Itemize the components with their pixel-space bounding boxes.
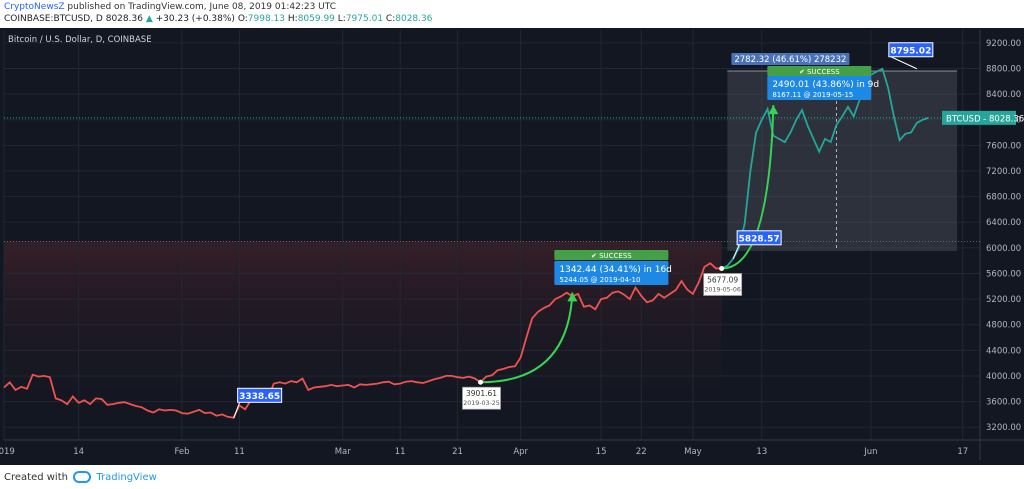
price-change: +30.23 (+0.38%) bbox=[155, 14, 235, 24]
x-tick-label: 11 bbox=[234, 447, 245, 457]
move1-label-box bbox=[554, 261, 669, 285]
symbol-name: COINBASE:BTCUSD, D bbox=[4, 14, 103, 24]
high-label: H: bbox=[287, 14, 298, 24]
y-tick-label: 5600.00 bbox=[986, 269, 1021, 279]
y-tick-label: 3200.00 bbox=[986, 423, 1021, 433]
tradingview-brand[interactable]: TradingView bbox=[96, 472, 157, 483]
success2-box bbox=[767, 66, 872, 76]
start1-label-dot bbox=[478, 379, 484, 385]
start2-label-date: 2019-05-06 bbox=[704, 286, 741, 293]
low-value: 7975.01 bbox=[345, 14, 384, 24]
measure-range-box bbox=[727, 71, 958, 252]
move2-label-box bbox=[767, 76, 872, 100]
x-tick-label: 2019 bbox=[0, 447, 15, 457]
y-tick-label: 6000.00 bbox=[986, 244, 1021, 254]
y-tick-label: 4800.00 bbox=[986, 321, 1021, 331]
y-tick-label: 6400.00 bbox=[986, 218, 1021, 228]
peak-marker-box bbox=[888, 42, 934, 58]
price-tag-sep: - bbox=[983, 114, 986, 124]
high-value: 8059.99 bbox=[297, 14, 335, 24]
move1-label-line2: 5244.05 @ 2019-04-10 bbox=[559, 276, 640, 284]
breakout-marker-box bbox=[736, 230, 782, 246]
move2-arrow-head bbox=[768, 105, 779, 115]
move1-label-line1: 1342.44 (34.41%) in 16d bbox=[559, 265, 672, 275]
chart-area[interactable]: 3200.00 3600.00 4000.00 4400.00 4800.00 5200.… bbox=[0, 28, 1024, 465]
publish-text: published on TradingView.com, June 08, 2… bbox=[67, 2, 337, 12]
start1-label-price: 3901.61 bbox=[466, 389, 497, 398]
low-marker-text: 3338.65 bbox=[239, 392, 280, 402]
low-marker-box bbox=[237, 387, 283, 403]
move2-label-line2: 8167.11 @ 2019-05-15 bbox=[772, 91, 853, 99]
y-tick-label: 5200.00 bbox=[986, 295, 1021, 305]
start2-label-dot bbox=[719, 265, 725, 271]
x-tick-label: 14 bbox=[73, 447, 84, 457]
peak-marker-pointer bbox=[890, 56, 918, 70]
breakout-marker-pointer bbox=[732, 244, 740, 259]
close-label: C: bbox=[385, 14, 396, 24]
x-tick-label: 13 bbox=[756, 447, 767, 457]
success1-text: ✔ SUCCESS bbox=[591, 252, 632, 260]
publish-info: CryptoNewsZ published on TradingView.com… bbox=[4, 2, 336, 12]
footer: Created with TradingView bbox=[4, 471, 157, 483]
price-tag-symbol: BTCUSD bbox=[946, 114, 981, 124]
chart-title: Bitcoin / U.S. Dollar, D, COINBASE bbox=[8, 35, 152, 45]
x-tick-label: 17 bbox=[957, 447, 968, 457]
range-label-text: 2782.32 (46.61%) 278232 bbox=[734, 55, 846, 65]
author-link[interactable]: CryptoNewsZ bbox=[4, 2, 65, 12]
y-tick-label: 9200.00 bbox=[986, 39, 1021, 49]
open-label: O: bbox=[237, 14, 248, 24]
close-value: 8028.36 bbox=[395, 14, 433, 24]
move2-label-line1: 2490.01 (43.86%) in 9d bbox=[772, 80, 879, 90]
move1-arrow bbox=[480, 292, 574, 384]
y-tick-label: 4000.00 bbox=[986, 372, 1021, 382]
price-line-red bbox=[3, 262, 722, 419]
peak-marker-text: 8795.02 bbox=[890, 46, 931, 56]
x-tick-label: 21 bbox=[452, 447, 463, 457]
tradingview-logo-icon bbox=[73, 471, 92, 483]
y-tick-label: 7600.00 bbox=[986, 141, 1021, 151]
created-with-text: Created with bbox=[4, 472, 68, 483]
y-tick-label: 8800.00 bbox=[986, 64, 1021, 74]
price-chart[interactable]: 3200.00 3600.00 4000.00 4400.00 4800.00 5200.… bbox=[0, 28, 1024, 465]
y-tick-label: 7200.00 bbox=[986, 167, 1021, 177]
breakout-marker-text: 5828.57 bbox=[739, 234, 780, 244]
price-tag-box bbox=[942, 110, 1016, 125]
open-value: 7998.13 bbox=[247, 14, 285, 24]
low-marker-pointer bbox=[233, 402, 241, 419]
y-tick-label: 3600.00 bbox=[986, 398, 1021, 408]
y-tick-label: 4400.00 bbox=[986, 346, 1021, 356]
start2-label-price: 5677.09 bbox=[707, 275, 738, 284]
last-price: 8028.36 bbox=[105, 14, 143, 24]
x-tick-label: Apr bbox=[513, 447, 528, 457]
symbol-info: COINBASE:BTCUSD, D 8028.36 ▲ +30.23 (+0.… bbox=[4, 14, 432, 24]
success1-box bbox=[554, 250, 669, 260]
success2-text: ✔ SUCCESS bbox=[799, 68, 840, 76]
range-label-box bbox=[731, 53, 850, 65]
x-tick-label: 22 bbox=[636, 447, 647, 457]
x-tick-label: May bbox=[684, 447, 702, 457]
x-tick-label: Feb bbox=[174, 447, 189, 457]
x-tick-label: 15 bbox=[596, 447, 607, 457]
price-tag-value: 8028.36 bbox=[989, 114, 1024, 124]
price-line-green bbox=[721, 67, 929, 270]
x-tick-label: 11 bbox=[395, 447, 406, 457]
start1-label-box bbox=[462, 386, 501, 410]
move1-arrow-head bbox=[567, 292, 578, 302]
y-tick-label: 6800.00 bbox=[986, 193, 1021, 203]
start2-label-box bbox=[703, 273, 743, 296]
up-arrow-icon: ▲ bbox=[145, 14, 153, 24]
x-tick-label: Mar bbox=[335, 447, 352, 457]
start1-label-date: 2019-03-25 bbox=[463, 400, 500, 407]
x-tick-label: Jun bbox=[863, 447, 877, 457]
low-label: L: bbox=[337, 14, 346, 24]
y-tick-label: 8400.00 bbox=[986, 90, 1021, 100]
move2-arrow bbox=[721, 105, 775, 270]
